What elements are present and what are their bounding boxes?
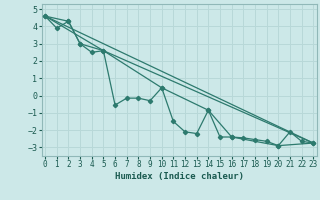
X-axis label: Humidex (Indice chaleur): Humidex (Indice chaleur) <box>115 172 244 181</box>
